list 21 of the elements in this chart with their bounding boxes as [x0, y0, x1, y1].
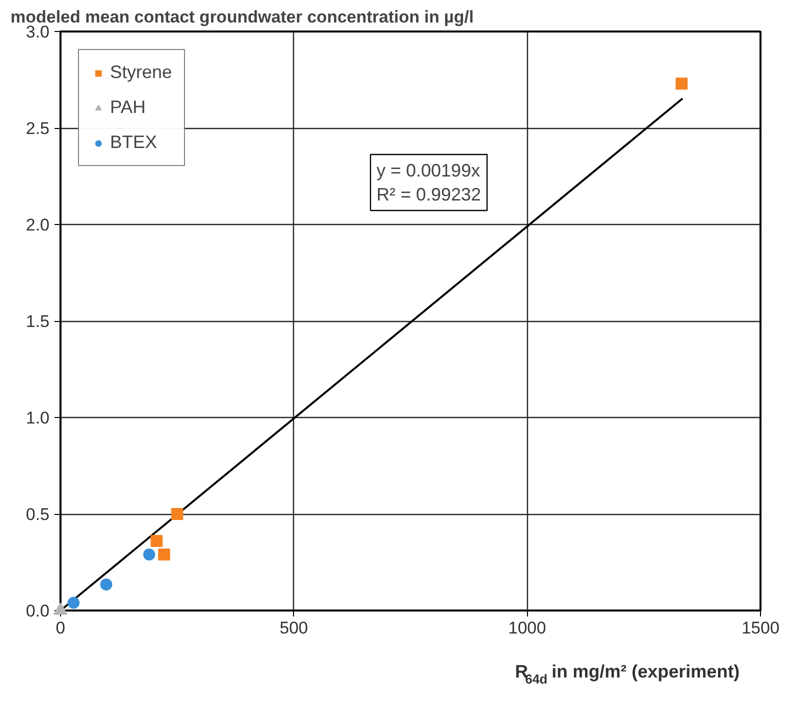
- point: [171, 508, 184, 520]
- legend-label: Styrene: [110, 62, 172, 83]
- legend-label: BTEX: [110, 132, 158, 153]
- annotation: y = 0.00199x R² = 0.99232: [376, 160, 482, 204]
- legend-label: PAH: [110, 97, 146, 118]
- point: [100, 578, 112, 590]
- x-tick-label: 1000: [508, 618, 546, 638]
- y-tick-label: 1.0: [26, 408, 50, 428]
- y-tick-label: 2.5: [26, 119, 50, 138]
- point: [68, 596, 80, 609]
- y-tick-label: 0.0: [26, 602, 50, 620]
- x-tick-label: 500: [280, 618, 308, 638]
- y-tick-label: 2.0: [26, 216, 50, 234]
- point: [676, 78, 688, 90]
- x-tick-label: 1500: [742, 618, 780, 638]
- point: [143, 548, 156, 561]
- y-tick-label: 0.5: [26, 505, 50, 524]
- point: [158, 548, 170, 561]
- x-tick-label: 0: [56, 618, 66, 638]
- point: [150, 535, 163, 548]
- y-tick-label: 1.5: [26, 312, 50, 331]
